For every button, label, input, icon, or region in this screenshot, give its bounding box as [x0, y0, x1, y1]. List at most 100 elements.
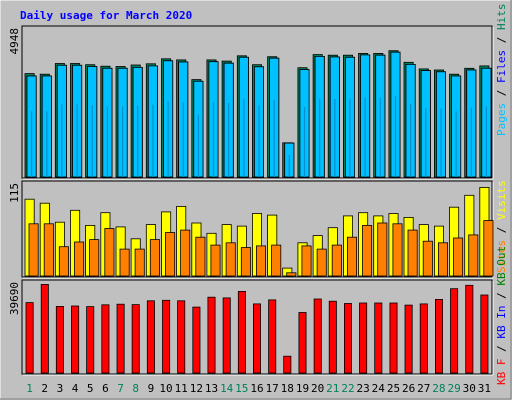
- panel-frame-kbf: [21, 279, 493, 375]
- bar-sites-day-18: [286, 272, 297, 277]
- bar-files-stripe-day-24: [379, 97, 381, 177]
- x-tick-label-15: 15: [235, 382, 248, 395]
- x-tick-label-27: 27: [417, 382, 430, 395]
- bar-kbf-day-6: [101, 304, 110, 374]
- ymax-label-kbf: 39690: [8, 282, 21, 315]
- legend-sep-1: /: [495, 83, 508, 103]
- bar-files-stripe-day-8: [137, 105, 139, 177]
- x-tick-label-1: 1: [26, 382, 33, 395]
- bar-kbf-day-5: [86, 306, 95, 374]
- bar-sites-day-4: [74, 241, 85, 277]
- legend-kbin: KB In: [495, 306, 508, 339]
- legend-sep-5: /: [495, 286, 508, 306]
- bar-kbf-day-13: [207, 296, 216, 374]
- x-tick-label-12: 12: [190, 382, 203, 395]
- legend-sep-3: /: [495, 220, 508, 240]
- x-tick-label-26: 26: [402, 382, 415, 395]
- bar-sites-day-13: [210, 244, 221, 277]
- legend-mid: Sites / Visits: [495, 180, 508, 273]
- x-tick-label-14: 14: [220, 382, 234, 395]
- legend-top: Pages / Files / Hits: [495, 4, 508, 137]
- bar-kbf-day-15: [237, 290, 246, 374]
- bar-kbf-day-14: [222, 297, 231, 374]
- bar-sites-day-19: [301, 245, 312, 277]
- bar-kbf-day-25: [389, 302, 398, 374]
- bar-files-stripe-day-28: [440, 108, 442, 177]
- bar-files-stripe-day-23: [364, 97, 366, 177]
- legend-kbout: KB Out: [495, 246, 508, 286]
- bar-kbf-day-22: [343, 303, 352, 374]
- bar-kbf-day-29: [450, 288, 459, 374]
- bar-sites-day-10: [165, 232, 176, 277]
- bar-sites-day-23: [362, 224, 373, 277]
- bar-files-stripe-day-30: [470, 107, 472, 177]
- bar-files-stripe-day-29: [455, 111, 457, 177]
- bar-files-stripe-day-7: [122, 106, 124, 177]
- x-tick-label-30: 30: [463, 382, 476, 395]
- bar-kbf-day-10: [162, 299, 171, 374]
- bar-sites-day-28: [437, 242, 448, 277]
- svg-text:KB F / KB In / KB Out: KB F / KB In / KB Out: [495, 246, 508, 385]
- bar-files-stripe-day-16: [258, 105, 260, 177]
- bar-kbf-day-20: [313, 298, 322, 374]
- bar-kbf-day-30: [465, 284, 474, 374]
- bar-sites-day-31: [483, 220, 494, 277]
- svg-text:Sites / Visits: Sites / Visits: [495, 180, 508, 273]
- bar-files-stripe-day-6: [106, 106, 108, 177]
- bar-kbf-day-31: [480, 294, 489, 374]
- bar-kbf-day-26: [404, 304, 413, 374]
- legend-sep-2: /: [495, 30, 508, 50]
- legend-pages: Pages: [495, 103, 508, 136]
- bar-kbf-day-7: [116, 303, 125, 374]
- ymax-label-visits-sites: 115: [8, 183, 21, 203]
- bar-kbf-day-18: [283, 355, 292, 374]
- bar-files-stripe-day-4: [76, 104, 78, 177]
- x-tick-label-24: 24: [372, 382, 386, 395]
- bar-files-stripe-day-19: [303, 107, 306, 177]
- bar-sites-day-24: [377, 222, 388, 277]
- bar-kbf-day-23: [359, 302, 368, 374]
- bar-kbf-day-1: [25, 302, 34, 374]
- x-tick-label-25: 25: [387, 382, 400, 395]
- bar-files-stripe-day-22: [349, 99, 351, 177]
- x-tick-label-8: 8: [132, 382, 139, 395]
- x-tick-label-16: 16: [250, 382, 263, 395]
- bar-files-stripe-day-11: [182, 102, 184, 177]
- x-tick-label-4: 4: [72, 382, 79, 395]
- bar-sites-day-7: [119, 248, 130, 277]
- bar-kbf-day-8: [131, 304, 140, 374]
- x-tick-label-13: 13: [205, 382, 218, 395]
- x-tick-label-21: 21: [326, 382, 339, 395]
- x-tick-label-2: 2: [41, 382, 48, 395]
- bar-files-stripe-day-31: [485, 106, 487, 177]
- bar-files-stripe-day-21: [334, 99, 336, 177]
- chart-panels: 4948 115 39690: [8, 25, 494, 376]
- bar-files-stripe-day-9: [152, 104, 154, 177]
- bar-kbf-day-17: [268, 299, 277, 374]
- legend-sites: Sites: [495, 240, 508, 273]
- x-tick-label-17: 17: [266, 382, 279, 395]
- bar-sites-day-1: [28, 223, 39, 277]
- bar-files-stripe-day-10: [167, 101, 169, 177]
- bar-kbf-day-16: [252, 303, 261, 374]
- ymax-label-hits-files-pages: 4948: [8, 28, 21, 55]
- bar-sites-day-12: [195, 236, 206, 277]
- chart-title: Daily usage for March 2020: [20, 9, 192, 22]
- bar-sites-day-17: [271, 244, 282, 277]
- bar-files-stripe-day-13: [212, 102, 215, 177]
- bar-files-stripe-day-1: [31, 111, 33, 177]
- legend-bottom: KB F / KB In / KB Out: [495, 246, 508, 385]
- bar-files-stripe-day-3: [61, 104, 63, 177]
- bar-kbf-day-3: [55, 305, 64, 374]
- bar-sites-day-29: [453, 237, 464, 277]
- legend-files: Files: [495, 50, 508, 83]
- legend-visits: Visits: [495, 180, 508, 220]
- x-tick-label-3: 3: [57, 382, 64, 395]
- x-tick-label-22: 22: [341, 382, 354, 395]
- bar-files-stripe-day-15: [243, 99, 245, 177]
- svg-text:Pages / Files / Hits: Pages / Files / Hits: [495, 4, 508, 137]
- bar-sites-day-8: [134, 248, 145, 277]
- x-tick-label-20: 20: [311, 382, 324, 395]
- x-tick-label-10: 10: [159, 382, 172, 395]
